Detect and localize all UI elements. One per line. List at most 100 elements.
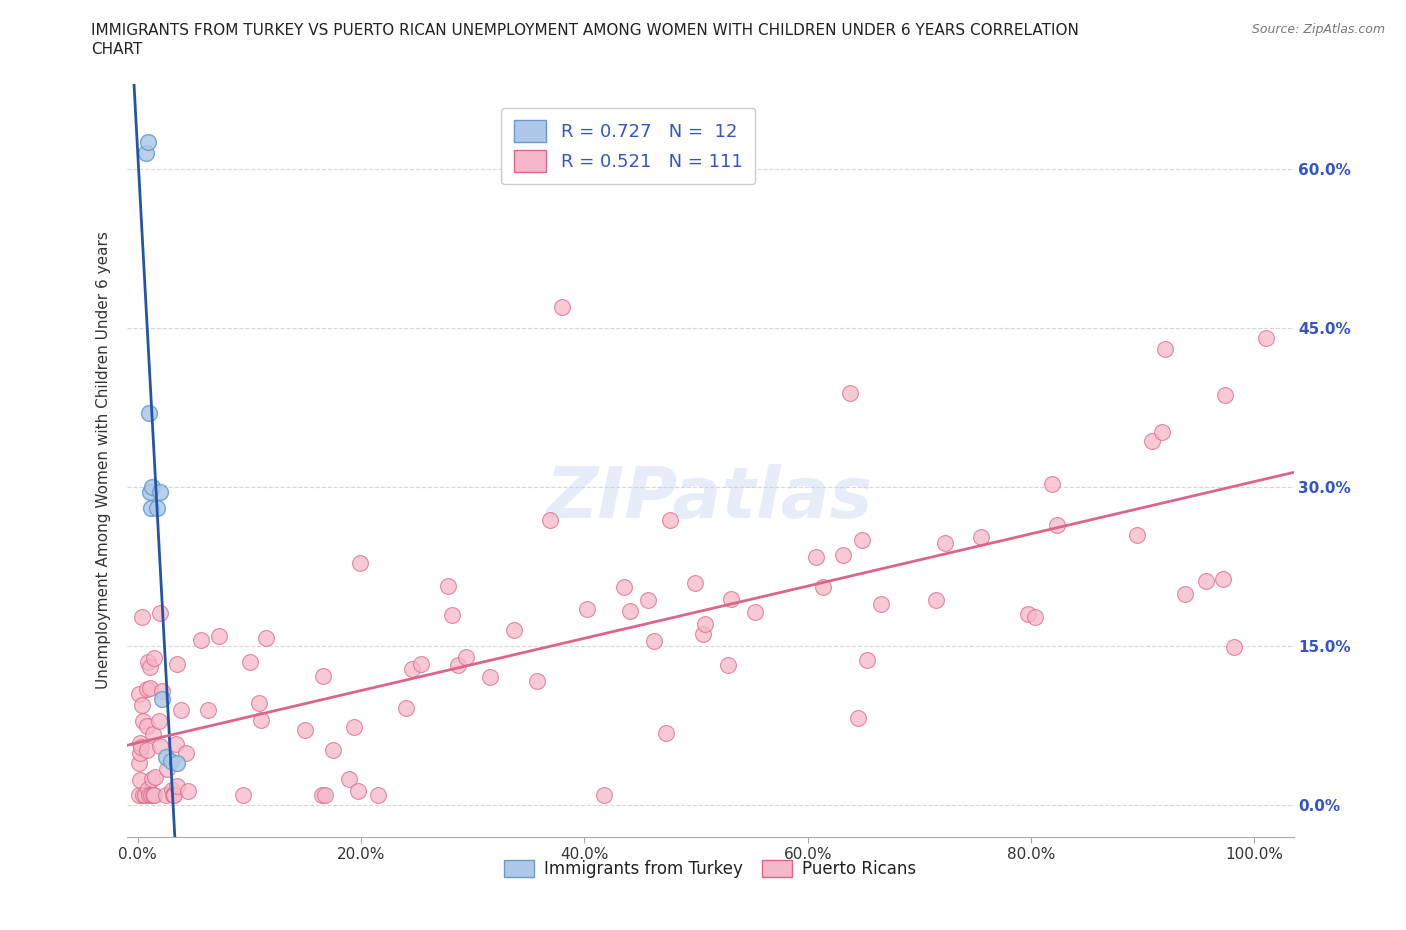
Point [174, 746, 197, 761]
Point [1154, 341, 1177, 356]
Point [526, 673, 548, 688]
Point [1213, 388, 1236, 403]
Point [232, 787, 254, 802]
Point [478, 670, 501, 684]
Point [454, 650, 477, 665]
Point [367, 787, 389, 802]
Point [162, 787, 184, 802]
Point [1017, 607, 1039, 622]
Point [720, 591, 742, 606]
Point [143, 769, 166, 784]
Point [138, 405, 160, 420]
Point [744, 604, 766, 619]
Point [197, 703, 219, 718]
Point [166, 778, 188, 793]
Point [139, 500, 162, 515]
Point [1174, 587, 1197, 602]
Point [143, 787, 166, 802]
Point [441, 607, 464, 622]
Point [250, 712, 273, 727]
Y-axis label: Unemployment Among Women with Children Under 6 years: Unemployment Among Women with Children U… [96, 232, 111, 689]
Point [166, 755, 188, 770]
Point [145, 500, 167, 515]
Point [851, 533, 873, 548]
Point [155, 750, 177, 764]
Point [128, 736, 150, 751]
Point [132, 713, 155, 728]
Point [131, 698, 153, 712]
Point [685, 576, 707, 591]
Point [149, 605, 172, 620]
Point [247, 696, 270, 711]
Point [163, 787, 186, 802]
Text: Source: ZipAtlas.com: Source: ZipAtlas.com [1251, 23, 1385, 36]
Point [131, 609, 153, 624]
Point [1045, 517, 1067, 532]
Point [160, 753, 183, 768]
Point [870, 597, 893, 612]
Point [613, 579, 636, 594]
Point [934, 536, 956, 551]
Point [141, 480, 163, 495]
Point [643, 633, 665, 648]
Point [148, 713, 170, 728]
Point [343, 720, 366, 735]
Point [658, 512, 681, 527]
Text: CHART: CHART [91, 42, 143, 57]
Point [832, 547, 855, 562]
Point [139, 485, 162, 499]
Point [503, 622, 526, 637]
Text: IMMIGRANTS FROM TURKEY VS PUERTO RICAN UNEMPLOYMENT AMONG WOMEN WITH CHILDREN UN: IMMIGRANTS FROM TURKEY VS PUERTO RICAN U… [91, 23, 1080, 38]
Point [1126, 527, 1149, 542]
Point [970, 529, 993, 544]
Point [437, 578, 460, 593]
Point [337, 772, 360, 787]
Point [447, 658, 470, 672]
Point [152, 684, 174, 698]
Point [141, 772, 163, 787]
Point [160, 783, 183, 798]
Point [170, 702, 193, 717]
Point [592, 787, 614, 802]
Point [208, 628, 231, 643]
Point [804, 550, 827, 565]
Point [239, 655, 262, 670]
Point [401, 662, 423, 677]
Point [177, 784, 200, 799]
Legend: Immigrants from Turkey, Puerto Ricans: Immigrants from Turkey, Puerto Ricans [496, 854, 924, 885]
Point [1024, 609, 1046, 624]
Point [134, 787, 156, 802]
Point [129, 739, 152, 754]
Point [716, 658, 738, 672]
Point [139, 660, 162, 675]
Point [538, 512, 561, 527]
Point [254, 631, 277, 645]
Point [135, 682, 157, 697]
Point [855, 653, 877, 668]
Point [294, 723, 316, 737]
Point [155, 787, 177, 802]
Point [846, 711, 869, 725]
Point [149, 739, 172, 754]
Point [349, 555, 371, 570]
Text: ZIPatlas: ZIPatlas [547, 463, 873, 533]
Point [165, 737, 187, 751]
Point [155, 762, 177, 777]
Point [576, 601, 599, 616]
Point [811, 579, 834, 594]
Point [924, 592, 946, 607]
Point [346, 783, 368, 798]
Point [128, 756, 150, 771]
Point [1150, 425, 1173, 440]
Point [128, 746, 150, 761]
Point [1212, 572, 1234, 587]
Point [135, 742, 157, 757]
Point [136, 655, 159, 670]
Point [1142, 434, 1164, 449]
Point [1223, 640, 1246, 655]
Point [142, 726, 165, 741]
Point [1195, 574, 1218, 589]
Point [637, 592, 659, 607]
Point [551, 299, 574, 314]
Point [136, 781, 159, 796]
